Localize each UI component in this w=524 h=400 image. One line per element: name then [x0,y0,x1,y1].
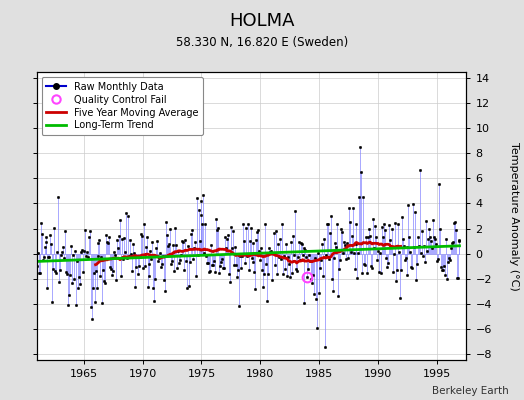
Text: HOLMA: HOLMA [230,12,294,30]
Y-axis label: Temperature Anomaly (°C): Temperature Anomaly (°C) [509,142,519,290]
Text: 58.330 N, 16.820 E (Sweden): 58.330 N, 16.820 E (Sweden) [176,36,348,49]
Legend: Raw Monthly Data, Quality Control Fail, Five Year Moving Average, Long-Term Tren: Raw Monthly Data, Quality Control Fail, … [41,77,203,135]
Text: Berkeley Earth: Berkeley Earth [432,386,508,396]
